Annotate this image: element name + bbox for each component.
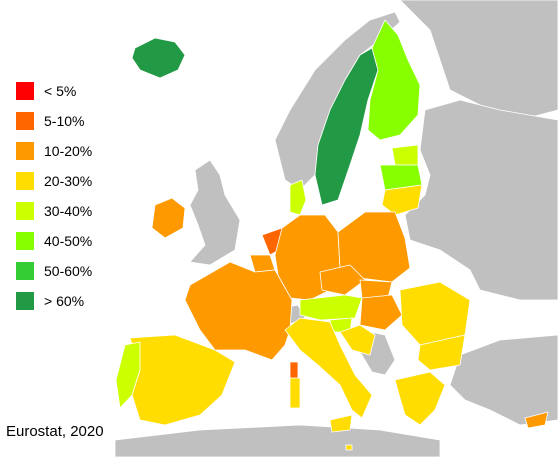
legend-label: 5-10% [44,113,85,129]
legend-swatch [16,112,34,130]
legend-item: 10-20% [16,136,92,166]
country-lithuania [381,184,423,216]
source-note: Eurostat, 2020 [6,423,104,440]
country-finland [367,19,421,141]
legend-item: 30-40% [16,196,92,226]
country-croatia [339,324,376,356]
legend-item: 50-60% [16,256,92,286]
legend-swatch [16,232,34,250]
legend-label: > 60% [44,293,85,309]
country-north-africa [114,424,441,457]
legend-item: > 60% [16,286,92,316]
country-belgium [249,254,276,273]
country-russia-north [399,0,558,121]
legend-item: 5-10% [16,106,92,136]
legend-label: 50-60% [44,263,93,279]
legend-label: 20-30% [44,173,93,189]
legend-swatch [16,142,34,160]
country-cyprus [524,411,549,429]
country-russia-belarus-ukraine [404,99,558,301]
country-france [184,261,293,361]
country-sicily [329,414,353,433]
country-ireland [151,197,186,239]
legend-swatch [16,292,34,310]
legend-swatch [16,202,34,220]
legend: < 5% 5-10% 10-20% 20-30% 30-40% 40-50% 5… [16,76,92,316]
country-bulgaria [417,334,466,371]
country-italy [284,317,373,419]
country-norway [274,11,401,191]
country-estonia [391,144,419,166]
legend-item: 20-30% [16,166,92,196]
country-great-britain [189,159,241,266]
country-romania [399,281,471,346]
legend-swatch [16,82,34,100]
country-sweden [314,47,379,206]
country-denmark [289,179,307,216]
country-turkey [449,334,558,426]
legend-label: 30-40% [44,203,93,219]
legend-item: < 5% [16,76,92,106]
country-sardinia [289,377,301,409]
country-greece [394,371,446,426]
country-portugal [115,341,141,409]
country-czechia [319,264,366,296]
legend-label: 40-50% [44,233,93,249]
country-iceland [131,37,186,79]
legend-label: < 5% [44,83,77,99]
legend-swatch [16,262,34,280]
legend-label: 10-20% [44,143,93,159]
country-corsica [289,361,299,379]
legend-item: 40-50% [16,226,92,256]
country-hungary [359,294,403,331]
legend-swatch [16,172,34,190]
country-austria [299,294,363,321]
country-malta [345,444,353,451]
